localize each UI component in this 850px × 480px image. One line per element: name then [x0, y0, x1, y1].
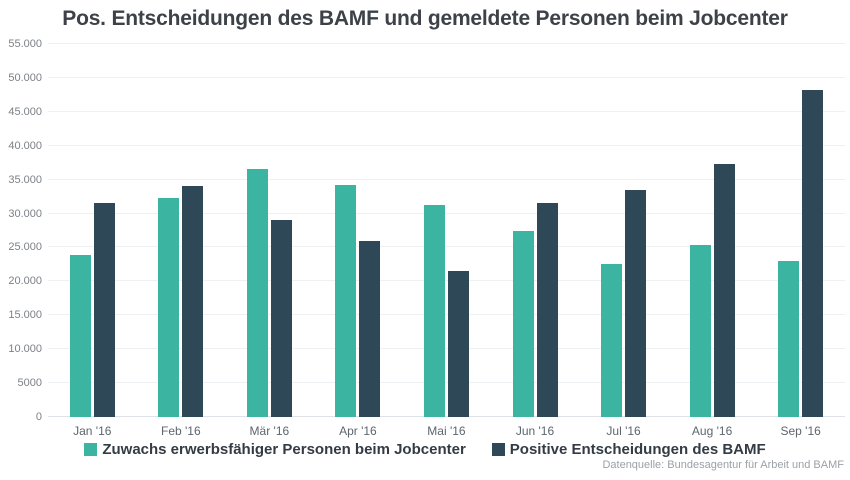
bar-group: Jun '16: [512, 44, 558, 438]
y-tick-label: 35.000: [8, 173, 42, 186]
bar-group: Sep '16: [778, 44, 824, 438]
gridline: [48, 178, 845, 180]
bar-bamf: [447, 270, 469, 417]
x-axis-label: Sep '16: [780, 424, 821, 438]
x-axis-label: Aug '16: [691, 424, 733, 438]
gridline: [48, 348, 845, 350]
gridline: [48, 416, 845, 417]
bar-bamf: [536, 202, 558, 417]
x-axis-label: Mär '16: [249, 424, 290, 438]
legend-item: Positive Entscheidungen des BAMF: [491, 441, 766, 458]
bar-bamf: [359, 241, 381, 417]
source-note: Datenquelle: Bundesagentur für Arbeit un…: [602, 459, 844, 471]
gridline: [48, 314, 845, 316]
bar-jobcenter: [335, 185, 357, 417]
gridline: [48, 110, 845, 112]
gridline: [48, 144, 845, 146]
bar-jobcenter: [689, 245, 711, 417]
bar-bamf: [802, 90, 824, 417]
gridline: [48, 382, 845, 384]
bar-jobcenter: [778, 261, 800, 417]
bar-group: Jul '16: [601, 44, 647, 438]
y-tick-label: 30.000: [8, 207, 42, 220]
y-tick-label: 0: [35, 411, 42, 423]
y-tick-label: 45.000: [8, 105, 42, 118]
bar-jobcenter: [601, 263, 623, 417]
bar-bamf: [713, 164, 735, 417]
bar-groups: Jan '16 Feb '16 Mär '16 Apr '16 Mai '16 Jun '…: [48, 44, 845, 438]
bar-jobcenter: [158, 197, 180, 417]
plot-area: Jan '16 Feb '16 Mär '16 Apr '16 Mai '16 Jun '…: [48, 43, 845, 438]
legend-swatch-icon: [84, 443, 98, 456]
bar-bamf: [182, 186, 204, 417]
bar-jobcenter: [69, 254, 91, 417]
bar-jobcenter: [512, 231, 534, 417]
x-axis-label: Feb '16: [160, 424, 201, 438]
y-tick-label: 55.000: [8, 38, 42, 50]
y-tick-label: 20.000: [8, 275, 42, 288]
y-tick-label: 50.000: [8, 71, 42, 84]
y-tick-label: 15.000: [8, 309, 42, 322]
bar-bamf: [93, 202, 115, 417]
x-axis-label: Mai '16: [427, 424, 466, 438]
bar-group: Aug '16: [689, 44, 735, 438]
chart-title: Pos. Entscheidungen des BAMF und gemelde…: [62, 7, 788, 30]
bar-group: Mai '16: [423, 44, 469, 438]
x-axis-label: Jan '16: [73, 424, 112, 438]
x-axis-label: Apr '16: [339, 424, 377, 438]
y-tick-label: 25.000: [8, 241, 42, 254]
bar-jobcenter: [423, 205, 445, 417]
bar-group: Apr '16: [335, 44, 381, 438]
y-tick-label: 10.000: [8, 343, 42, 356]
legend-label: Positive Entscheidungen des BAMF: [509, 441, 766, 458]
legend-swatch-icon: [491, 443, 505, 456]
gridline: [48, 76, 845, 78]
legend-label: Zuwachs erwerbsfähiger Personen beim Job…: [102, 441, 466, 458]
gridline: [48, 212, 845, 214]
gridline: [48, 246, 845, 248]
gridline: [48, 43, 845, 44]
bar-group: Mär '16: [246, 44, 292, 438]
x-axis-label: Jun '16: [515, 424, 555, 438]
bar-group: Jan '16: [69, 44, 115, 438]
legend: Zuwachs erwerbsfähiger Personen beim Job…: [0, 441, 850, 458]
bar-bamf: [270, 220, 292, 417]
gridline: [48, 280, 845, 282]
x-axis-label: Jul '16: [606, 424, 641, 438]
y-tick-label: 5000: [17, 377, 42, 390]
y-axis-labels: 0 5000 10.000 15.000 20.000 25.000 30.000 35.00…: [0, 38, 42, 423]
legend-item: Zuwachs erwerbsfähiger Personen beim Job…: [84, 441, 466, 458]
bar-bamf: [625, 189, 647, 417]
y-tick-label: 40.000: [8, 139, 42, 152]
bar-group: Feb '16: [158, 44, 204, 438]
bar-jobcenter: [246, 169, 268, 417]
